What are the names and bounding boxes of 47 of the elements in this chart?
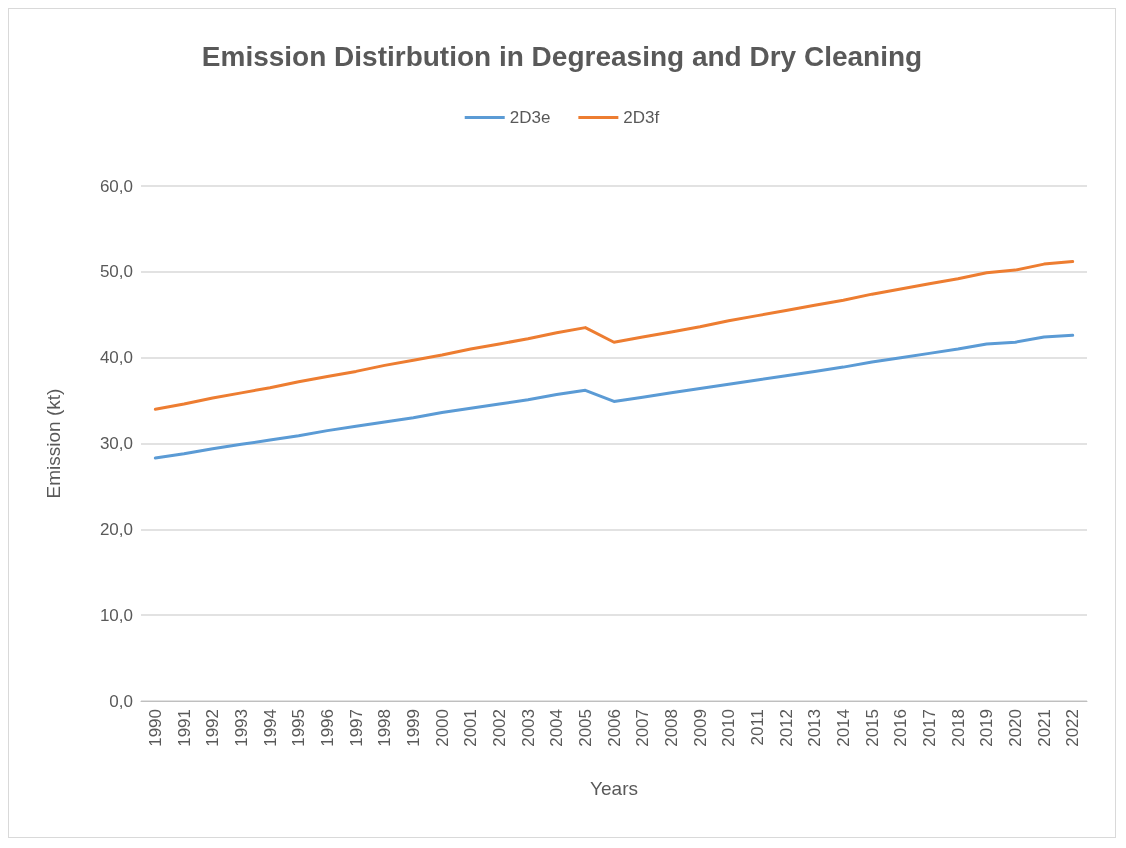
y-tick-label: 50,0: [99, 262, 133, 282]
legend-label: 2D3e: [509, 108, 551, 127]
x-tick-label: 1999: [403, 709, 423, 747]
x-tick-label: 2001: [461, 709, 481, 747]
x-tick-label: 2015: [862, 709, 882, 747]
x-tick-label: 1990: [145, 709, 165, 747]
line-series: [153, 260, 1075, 411]
x-tick-label: 2016: [891, 709, 911, 747]
x-tick-label: 2019: [977, 709, 997, 747]
x-tick-label: 1995: [289, 709, 309, 747]
x-tick-label: 2002: [489, 709, 509, 747]
x-tick-label: 2012: [776, 709, 796, 747]
x-tick-label: 2017: [919, 709, 939, 747]
x-tick-label: 2014: [833, 709, 853, 747]
x-tick-label: 2004: [547, 709, 567, 747]
x-tick-label: 2022: [1063, 709, 1083, 747]
x-tick-label: 2005: [575, 709, 595, 747]
x-tick-label: 2020: [1005, 709, 1025, 747]
x-tick-label: 2018: [948, 709, 968, 747]
x-tick-label: 1997: [346, 709, 366, 747]
x-tick-label: 2021: [1034, 709, 1054, 747]
chart-title: Emission Distirbution in Degreasing and Dry Cleaning: [201, 40, 923, 72]
x-tick-label: 2003: [518, 709, 538, 747]
x-tick-label: 1993: [231, 709, 251, 747]
x-tick-label: 1998: [375, 709, 395, 747]
y-tick-label: 40,0: [99, 348, 133, 368]
y-tick-label: 30,0: [99, 434, 133, 453]
x-tick-label: 1996: [317, 709, 337, 747]
x-tick-label: 2006: [604, 709, 624, 747]
y-axis-title: Emission (kt): [43, 388, 64, 499]
x-tick-label: 2011: [747, 709, 767, 746]
y-tick-label: 10,0: [99, 605, 133, 625]
line-series: [153, 333, 1075, 460]
x-tick-label: 2013: [805, 709, 825, 747]
x-axis-title: Years: [590, 778, 638, 799]
x-tick-label: 2010: [719, 709, 739, 747]
y-tick-label: 60,0: [99, 176, 133, 196]
legend-label: 2D3f: [623, 108, 660, 127]
x-tick-label: 1991: [174, 709, 194, 747]
x-tick-label: 2000: [432, 709, 452, 747]
x-tick-label: 2008: [661, 709, 681, 747]
y-tick-label: 0,0: [109, 691, 133, 711]
x-tick-label: 1994: [260, 709, 280, 747]
x-tick-label: 1992: [203, 709, 223, 747]
y-tick-label: 20,0: [99, 519, 133, 539]
x-tick-label: 2009: [690, 709, 710, 747]
x-tick-label: 2007: [633, 709, 653, 747]
